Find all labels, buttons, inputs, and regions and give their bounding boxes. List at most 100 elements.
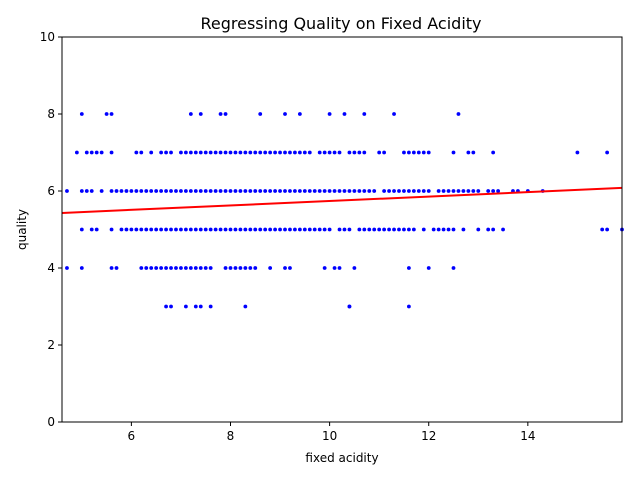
data-point bbox=[208, 266, 213, 270]
data-point bbox=[382, 189, 387, 193]
data-point bbox=[79, 266, 84, 270]
data-point bbox=[144, 227, 149, 232]
data-point bbox=[198, 227, 203, 232]
data-point bbox=[164, 266, 168, 270]
data-point bbox=[203, 150, 208, 155]
data-point bbox=[446, 227, 451, 232]
data-point bbox=[198, 266, 203, 270]
data-point bbox=[179, 189, 183, 193]
data-point bbox=[402, 189, 406, 193]
data-point bbox=[223, 150, 228, 155]
data-point bbox=[357, 150, 362, 155]
data-point bbox=[193, 150, 198, 155]
data-point bbox=[302, 227, 307, 232]
data-point bbox=[377, 150, 382, 155]
x-axis-ticks: 6 8 10 12 14 bbox=[128, 422, 535, 443]
y-tick-label: 0 bbox=[47, 415, 55, 429]
data-point bbox=[283, 266, 287, 270]
x-tick-label: 12 bbox=[421, 429, 436, 443]
data-point bbox=[332, 266, 337, 270]
data-point bbox=[228, 189, 233, 193]
data-point bbox=[337, 189, 342, 193]
data-point bbox=[273, 189, 277, 193]
data-point bbox=[317, 227, 322, 232]
data-point bbox=[486, 227, 491, 232]
data-point bbox=[357, 227, 362, 232]
data-point bbox=[451, 189, 456, 193]
data-point bbox=[337, 266, 342, 270]
data-point bbox=[94, 227, 99, 232]
data-point bbox=[99, 189, 104, 193]
data-point bbox=[367, 227, 372, 232]
data-point bbox=[159, 189, 164, 193]
points-layer bbox=[65, 112, 624, 309]
data-point bbox=[471, 150, 476, 155]
data-point bbox=[164, 189, 168, 193]
data-point bbox=[471, 189, 476, 193]
data-point bbox=[174, 189, 178, 193]
data-point bbox=[109, 150, 114, 155]
data-point bbox=[134, 189, 139, 193]
data-point bbox=[496, 189, 501, 193]
data-point bbox=[109, 189, 114, 193]
data-point bbox=[293, 189, 297, 193]
data-point bbox=[407, 227, 411, 232]
x-axis-label: fixed acidity bbox=[305, 451, 378, 465]
data-point bbox=[253, 227, 258, 232]
data-point bbox=[79, 227, 84, 232]
y-tick-label: 6 bbox=[47, 184, 55, 198]
data-point bbox=[426, 150, 431, 155]
data-point bbox=[233, 150, 238, 155]
data-point bbox=[258, 112, 263, 116]
data-point bbox=[421, 189, 426, 193]
data-point bbox=[283, 112, 287, 116]
data-point bbox=[218, 189, 223, 193]
data-point bbox=[119, 189, 124, 193]
data-point bbox=[387, 189, 391, 193]
data-point bbox=[169, 189, 173, 193]
data-point bbox=[144, 266, 149, 270]
data-point bbox=[104, 112, 109, 116]
data-point bbox=[476, 189, 481, 193]
data-point bbox=[154, 227, 159, 232]
data-point bbox=[288, 266, 292, 270]
data-point bbox=[392, 189, 396, 193]
data-point bbox=[347, 150, 352, 155]
data-point bbox=[312, 189, 317, 193]
data-point bbox=[159, 227, 164, 232]
regression-line bbox=[61, 186, 623, 214]
data-point bbox=[94, 150, 99, 155]
data-point bbox=[74, 150, 79, 155]
data-point bbox=[223, 189, 228, 193]
data-point bbox=[233, 189, 238, 193]
data-point bbox=[491, 150, 496, 155]
data-point bbox=[139, 189, 144, 193]
data-point bbox=[208, 304, 213, 309]
data-point bbox=[198, 189, 203, 193]
data-point bbox=[273, 150, 277, 155]
data-point bbox=[169, 150, 173, 155]
data-point bbox=[238, 189, 243, 193]
data-point bbox=[312, 227, 317, 232]
data-point bbox=[362, 227, 367, 232]
data-point bbox=[431, 227, 436, 232]
x-tick-label: 8 bbox=[227, 429, 235, 443]
data-point bbox=[268, 266, 273, 270]
data-point bbox=[407, 189, 411, 193]
data-point bbox=[183, 227, 188, 232]
data-point bbox=[159, 150, 164, 155]
data-point bbox=[342, 112, 347, 116]
data-point bbox=[258, 227, 263, 232]
data-point bbox=[451, 227, 456, 232]
data-point bbox=[605, 150, 610, 155]
data-point bbox=[258, 189, 263, 193]
data-point bbox=[253, 189, 258, 193]
data-point bbox=[297, 150, 302, 155]
data-point bbox=[288, 227, 292, 232]
plot-frame bbox=[61, 36, 623, 423]
data-point bbox=[248, 189, 253, 193]
data-point bbox=[134, 150, 139, 155]
data-point bbox=[233, 227, 238, 232]
data-point bbox=[352, 150, 357, 155]
data-point bbox=[159, 266, 164, 270]
